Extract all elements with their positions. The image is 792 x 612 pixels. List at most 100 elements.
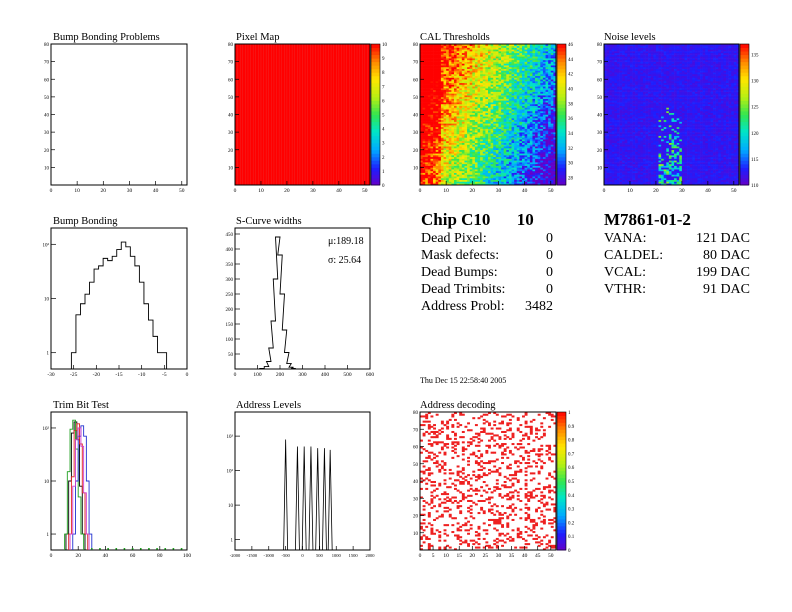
heatmap-cell: [614, 126, 618, 129]
heatmap-cell: [454, 147, 457, 151]
heatmap-cell: [542, 84, 546, 87]
heatmap-cell: [532, 123, 536, 126]
heatmap-cell: [514, 45, 518, 48]
heatmap-cell: [501, 119, 504, 122]
heatmap-cell: [427, 93, 431, 96]
heatmap-cell: [616, 169, 620, 172]
heatmap-cell: [503, 169, 507, 172]
heatmap-cell: [448, 121, 452, 124]
heatmap-cell: [498, 130, 502, 133]
heatmap-cell: [420, 125, 423, 128]
heatmap-cell: [548, 174, 552, 177]
heatmap-cell: [456, 155, 460, 158]
heatmap-cell: [430, 105, 434, 108]
heatmap-cell: [622, 144, 626, 147]
heatmap-cell: [456, 65, 460, 68]
heatmap-cell: [461, 123, 465, 126]
heatmap-cell: [438, 165, 442, 168]
heatmap-cell: [529, 109, 533, 112]
heatmap-cell: [527, 170, 531, 173]
heatmap-cell: [440, 59, 444, 62]
heatmap-cell: [548, 160, 552, 163]
pixel-map-colorbar-cell: [371, 79, 380, 84]
heatmap-cell: [467, 149, 470, 152]
heatmap-cell: [524, 167, 528, 170]
heatmap-cell: [440, 181, 444, 184]
heatmap-cell: [446, 93, 450, 96]
heatmap-cell: [519, 59, 523, 62]
heatmap-cell: [469, 125, 473, 128]
heatmap-cell: [420, 91, 423, 94]
heatmap-cell: [619, 179, 623, 182]
heatmap-cell: [430, 176, 434, 179]
heatmap-cell: [433, 77, 436, 80]
heatmap-cell: [469, 81, 473, 84]
heatmap-cell: [616, 100, 620, 103]
heatmap-cell: [438, 70, 442, 73]
pixel-map-xtick-label: 10: [258, 188, 264, 194]
heatmap-cell: [545, 156, 549, 159]
heatmap-cell: [490, 72, 494, 75]
heatmap-cell: [477, 146, 481, 149]
heatmap-cell: [474, 128, 478, 131]
heatmap-cell: [459, 54, 463, 57]
heatmap-cell: [422, 121, 426, 124]
heatmap-cell: [606, 61, 610, 64]
heatmap-cell: [446, 135, 450, 138]
heatmap-cell: [433, 135, 436, 138]
heatmap-cell: [516, 75, 520, 78]
heatmap-cell: [508, 112, 512, 115]
heatmap-cell: [490, 100, 494, 103]
heatmap-cell: [493, 149, 497, 152]
heatmap-cell: [490, 109, 494, 112]
heatmap-cell: [532, 147, 536, 151]
heatmap-cell: [550, 155, 554, 158]
heatmap-cell: [422, 162, 426, 165]
heatmap-cell: [550, 84, 554, 87]
heatmap-cell: [508, 147, 512, 151]
heatmap-cell: [490, 167, 494, 170]
heatmap-cell: [467, 100, 470, 103]
heatmap-cell: [503, 63, 507, 66]
heatmap-cell: [522, 81, 525, 84]
heatmap-cell: [420, 149, 423, 152]
heatmap-cell: [482, 45, 486, 48]
heatmap-cell: [616, 160, 620, 163]
heatmap-cell: [545, 170, 549, 173]
heatmap-cell: [420, 153, 423, 156]
heatmap-cell: [616, 133, 620, 136]
heatmap-cell: [542, 61, 546, 64]
heatmap-cell: [469, 59, 473, 62]
heatmap-cell: [514, 121, 518, 124]
heatmap-cell: [540, 133, 544, 136]
heatmap-cell: [422, 144, 426, 147]
heatmap-cell: [553, 91, 557, 94]
heatmap-cell: [616, 96, 620, 99]
heatmap-cell: [514, 167, 518, 170]
heatmap-cell: [472, 165, 476, 168]
heatmap-cell: [532, 68, 536, 71]
heatmap-cell: [469, 139, 473, 142]
heatmap-cell: [456, 132, 460, 135]
heatmap-cell: [553, 170, 557, 173]
cal-thresholds-colorbar-cell: [557, 86, 566, 91]
heatmap-cell: [550, 51, 554, 54]
heatmap-cell: [430, 68, 434, 71]
heatmap-cell: [472, 49, 476, 52]
heatmap-cell: [616, 163, 620, 166]
heatmap-cell: [474, 103, 478, 106]
heatmap-cell: [609, 133, 613, 136]
heatmap-cell: [464, 172, 468, 175]
heatmap-cell: [482, 66, 486, 69]
heatmap-cell: [446, 179, 450, 182]
heatmap-cell: [485, 84, 489, 87]
heatmap-cell: [490, 75, 494, 78]
heatmap-cell: [451, 183, 455, 186]
heatmap-cell: [545, 84, 549, 87]
heatmap-cell: [454, 81, 457, 84]
heatmap-cell: [430, 77, 434, 80]
heatmap-cell: [440, 155, 444, 158]
cal-thresholds-ytick-label: 10: [413, 166, 419, 171]
heatmap-cell: [532, 112, 536, 115]
heatmap-cell: [609, 79, 613, 82]
